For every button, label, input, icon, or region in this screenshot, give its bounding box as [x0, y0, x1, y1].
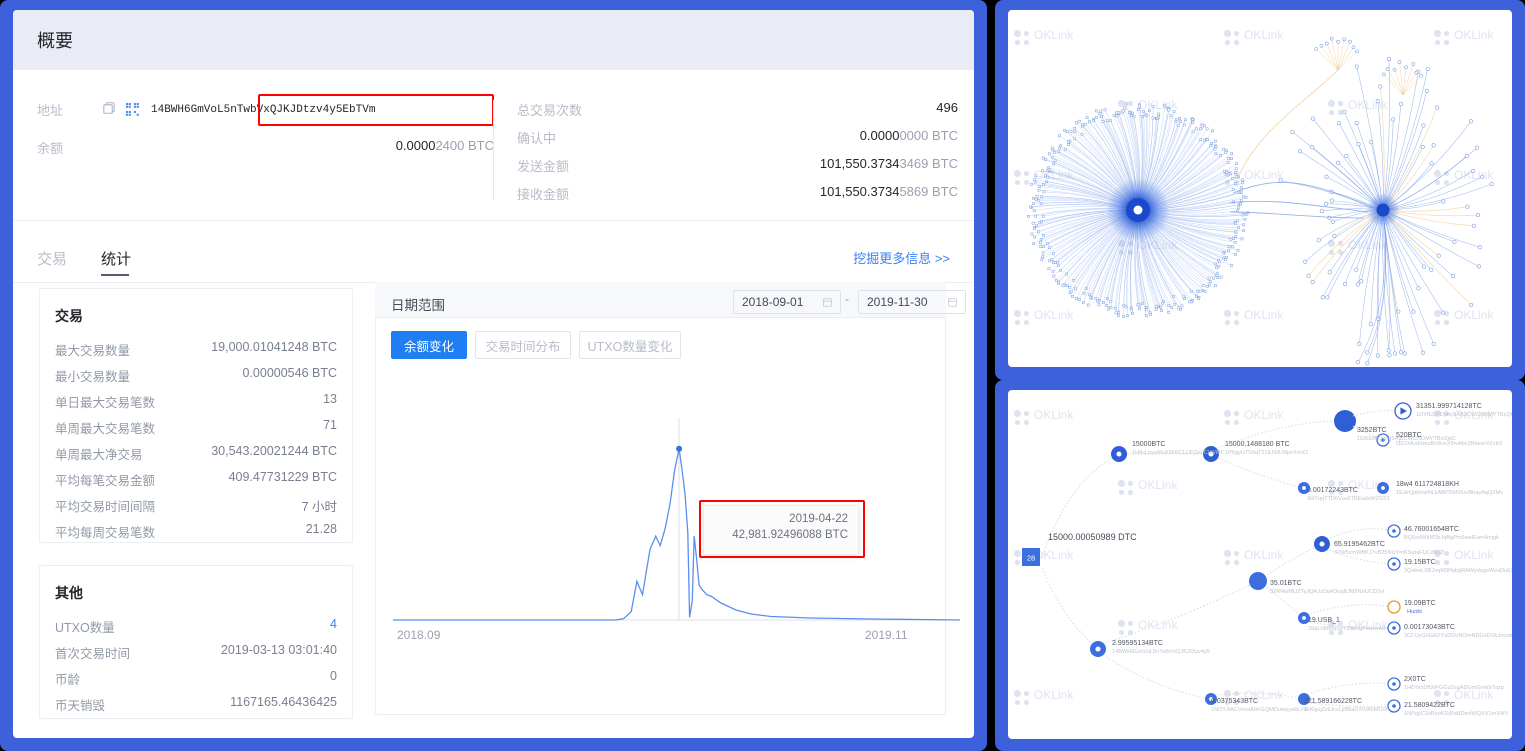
svg-text:28: 28: [1027, 554, 1035, 563]
